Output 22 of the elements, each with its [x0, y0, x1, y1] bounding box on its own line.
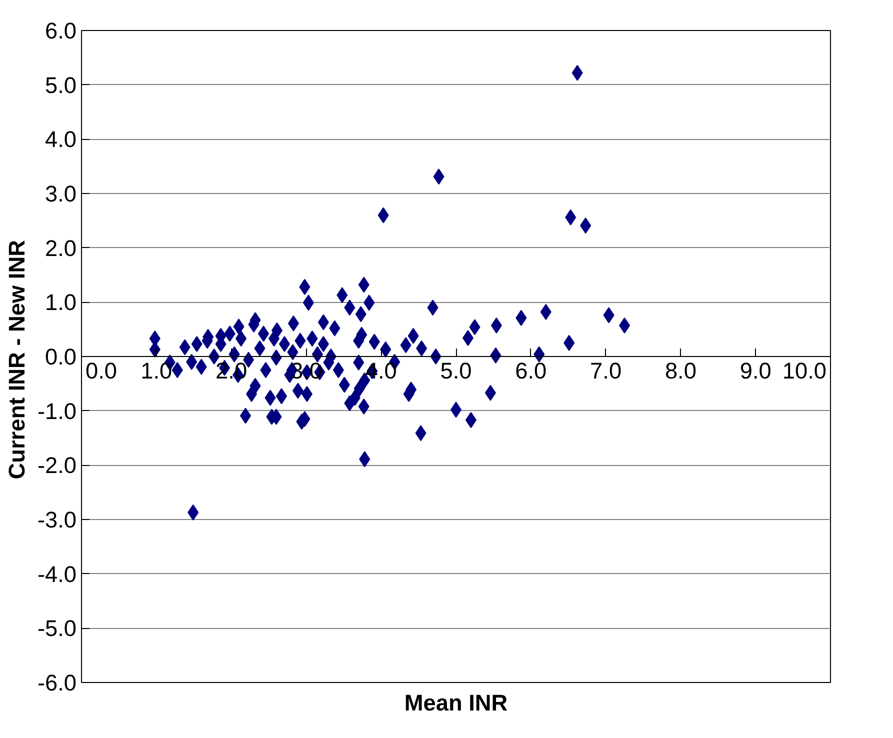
y-tick-label: -4.0	[37, 560, 77, 587]
x-tick-label: 0.0	[86, 358, 117, 384]
x-tick-label: 7.0	[590, 358, 622, 384]
y-tick-label: 3.0	[45, 180, 77, 206]
y-tick-label: 2.0	[45, 234, 77, 261]
x-axis-title: Mean INR	[404, 690, 508, 716]
y-tick-label: -1.0	[37, 398, 77, 424]
y-tick-label: 1.0	[45, 289, 77, 316]
y-tick-label: -3.0	[37, 506, 77, 532]
x-tick-label: 6.0	[515, 358, 547, 384]
y-tick-label: -2.0	[37, 452, 77, 478]
x-tick-label: 5.0	[440, 358, 472, 384]
x-tick-label: 1.0	[140, 358, 172, 384]
y-tick-label: 4.0	[45, 126, 77, 152]
y-axis-title: Current INR - New INR	[3, 240, 30, 480]
x-tick-label: 9.0	[740, 358, 772, 384]
x-tick-label: 8.0	[664, 358, 696, 384]
y-tick-label: -6.0	[37, 670, 77, 696]
y-tick-label: 5.0	[45, 72, 77, 98]
y-tick-label: -5.0	[37, 615, 77, 642]
x-tick-label: 10.0	[782, 358, 827, 384]
y-tick-label: 6.0	[45, 18, 77, 44]
